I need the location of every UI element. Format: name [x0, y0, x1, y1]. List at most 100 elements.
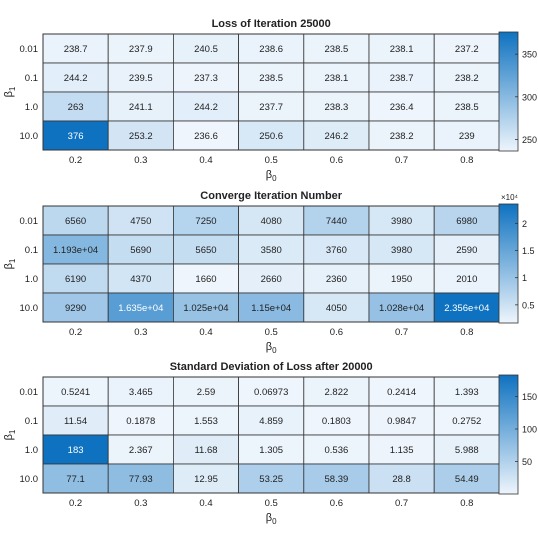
cell-value-label: 9290 [65, 303, 86, 314]
cell-value-label: 1.393 [455, 387, 479, 398]
x-tick-label: 0.6 [330, 498, 343, 509]
cell-value-label: 11.54 [64, 416, 87, 427]
heatmap-cell [107, 263, 174, 294]
y-tick-label: 10.0 [20, 474, 39, 485]
y-tick-label: 1.0 [25, 102, 38, 113]
x-tick-label: 0.2 [69, 327, 82, 338]
cell-value-label: 4050 [326, 303, 347, 314]
panel-title: Standard Deviation of Loss after 20000 [170, 361, 373, 373]
cell-value-label: 54.49 [455, 474, 479, 485]
cell-value-label: 244.2 [194, 102, 218, 113]
colorbar-tick-label: 1.5 [522, 246, 535, 256]
heatmap-cell [238, 405, 305, 436]
heatmap-cell [433, 62, 500, 93]
cell-value-label: 53.25 [259, 474, 283, 485]
cell-value-label: 238.6 [259, 44, 283, 55]
heatmap-cell [303, 292, 370, 323]
heatmap-cell [238, 91, 305, 122]
y-tick-label: 0.1 [25, 416, 38, 427]
cell-value-label: 4.859 [259, 416, 283, 427]
cell-value-label: 244.2 [64, 73, 88, 84]
heatmap-cell [107, 91, 174, 122]
cell-value-label: 1.305 [259, 445, 283, 456]
heatmap-cell [433, 234, 500, 265]
heatmap-cell [303, 62, 370, 93]
cell-value-label: 2660 [261, 274, 282, 285]
cell-value-label: 183 [68, 445, 84, 456]
cell-value-label: 7250 [195, 216, 216, 227]
heatmap-cell [303, 263, 370, 294]
cell-value-label: 77.93 [129, 474, 153, 485]
cell-value-label: 0.5241 [61, 387, 90, 398]
cell-value-label: 2.59 [197, 387, 216, 398]
cell-value-label: 238.7 [390, 73, 414, 84]
cell-value-label: 238.5 [259, 73, 283, 84]
heatmap-cell [172, 405, 239, 436]
cell-value-label: 2.822 [325, 387, 349, 398]
heatmap-cell [238, 234, 305, 265]
x-tick-label: 0.7 [395, 498, 408, 509]
heatmap-cell [172, 234, 239, 265]
colorbar [498, 31, 519, 152]
cell-value-label: 2010 [456, 274, 477, 285]
colorbar-tick-label: 300 [522, 92, 537, 102]
heatmap-cell [42, 120, 109, 151]
panel-title: Loss of Iteration 25000 [212, 18, 331, 30]
colorbar-tick-label: 250 [522, 135, 537, 145]
x-axis-label: β0 [266, 169, 277, 183]
colorbar-tick-label: 0.5 [522, 300, 535, 310]
cell-value-label: 11.68 [194, 445, 217, 456]
y-tick-label: 10.0 [20, 303, 39, 314]
y-axis-label: β1 [3, 429, 17, 440]
colorbar [498, 374, 519, 495]
x-tick-label: 0.5 [265, 155, 278, 166]
heatmap-cell [107, 120, 174, 151]
x-tick-label: 0.3 [134, 155, 147, 166]
y-axis-label: β1 [3, 258, 17, 269]
heatmap-cell [368, 120, 435, 151]
colorbar-tick-label: 2 [522, 219, 527, 229]
cell-value-label: 4080 [261, 216, 282, 227]
colorbar-exponent-label: ×10⁴ [501, 193, 519, 202]
cell-value-label: 0.1803 [322, 416, 351, 427]
cell-value-label: 58.39 [325, 474, 349, 485]
y-tick-label: 1.0 [25, 445, 38, 456]
heatmap-cell [368, 263, 435, 294]
cell-value-label: 0.2752 [452, 416, 481, 427]
heatmap-cell [433, 205, 500, 236]
x-tick-label: 0.7 [395, 327, 408, 338]
cell-value-label: 12.95 [194, 474, 218, 485]
cell-value-label: 1.135 [390, 445, 414, 456]
x-axis-label: β0 [266, 512, 277, 526]
heatmap-cell [368, 463, 435, 494]
heatmap-cell [303, 463, 370, 494]
heatmap-cell [303, 91, 370, 122]
cell-value-label: 241.1 [129, 102, 153, 113]
cell-value-label: 2360 [326, 274, 347, 285]
cell-value-label: 0.06973 [254, 387, 288, 398]
cell-value-label: 3.465 [129, 387, 153, 398]
x-tick-label: 0.4 [199, 498, 212, 509]
heatmap-cell [107, 33, 174, 64]
colorbar-tick-label: 50 [522, 457, 532, 467]
cell-value-label: 4370 [130, 274, 151, 285]
x-tick-label: 0.4 [199, 155, 212, 166]
heatmap-cell [172, 376, 239, 407]
colorbar-tick-label: 1 [522, 273, 527, 283]
cell-value-label: 237.3 [194, 73, 218, 84]
colorbar [498, 203, 519, 324]
cell-value-label: 1.635e+04 [118, 303, 163, 314]
cell-value-label: 238.1 [390, 44, 414, 55]
x-tick-label: 0.5 [265, 327, 278, 338]
cell-value-label: 1.553 [194, 416, 218, 427]
cell-value-label: 236.6 [194, 131, 218, 142]
heatmap-cell [172, 263, 239, 294]
colorbar-tick-label: 150 [522, 392, 537, 402]
cell-value-label: 0.536 [325, 445, 349, 456]
cell-value-label: 1.193e+04 [53, 245, 98, 256]
cell-value-label: 238.5 [325, 44, 349, 55]
heatmap-panel-2: Converge Iteration Number 6560 4750 7250 408… [3, 190, 535, 355]
heatmap-cell [368, 33, 435, 64]
colorbar-tick-label: 100 [522, 424, 537, 434]
x-tick-label: 0.8 [460, 498, 473, 509]
